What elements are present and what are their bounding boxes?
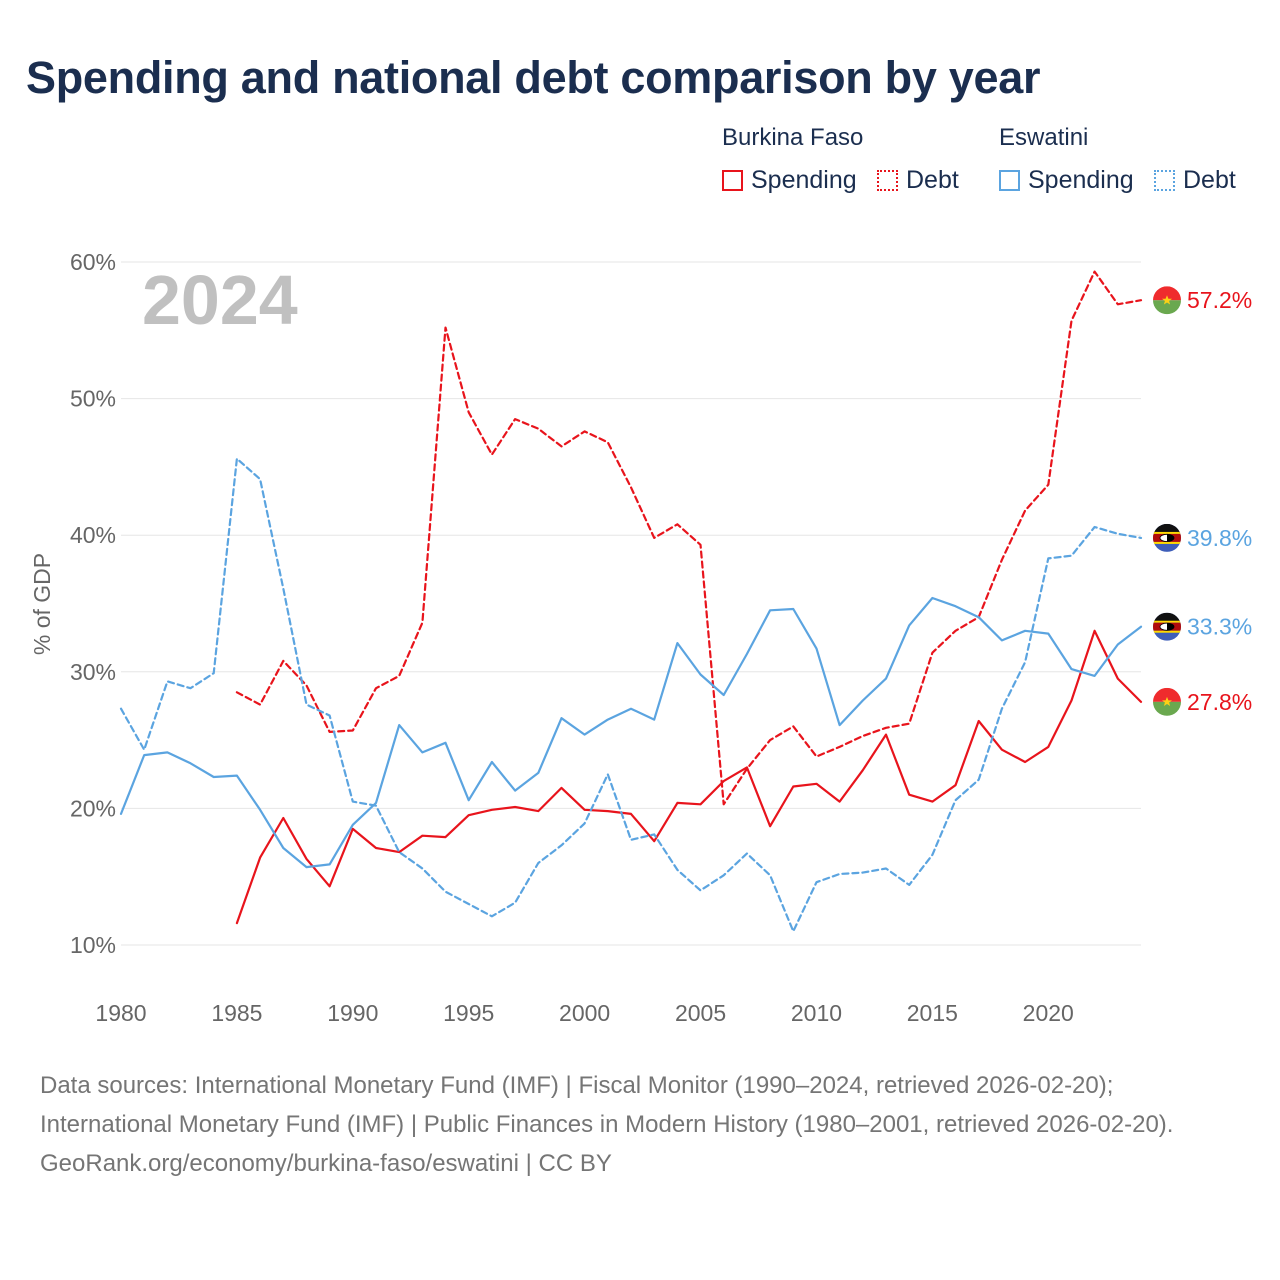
year-watermark: 2024 <box>142 261 298 339</box>
data-sources: Data sources: International Monetary Fun… <box>40 1072 1174 1138</box>
eswatini-flag-icon <box>1153 523 1181 552</box>
y-tick-label: 30% <box>70 659 116 685</box>
burkina-faso-flag-icon <box>1153 286 1181 315</box>
chart-title: Spending and national debt comparison by… <box>26 52 1041 103</box>
series-line-burkina-faso-spending[interactable] <box>235 629 1143 925</box>
x-tick-label: 1980 <box>95 1000 146 1026</box>
legend-item-eswatini-spending[interactable]: Spending <box>999 166 1134 195</box>
credit-link[interactable]: GeoRank.org/economy/burkina-faso/eswatin… <box>40 1150 612 1177</box>
series-lines <box>119 270 1143 933</box>
y-axis: 10% 20% 30% 40% 50% 60% <box>70 249 116 958</box>
series-line-eswatini-debt[interactable] <box>119 457 1143 933</box>
footer: Data sources: International Monetary Fun… <box>40 1066 1240 1183</box>
end-value-label: 27.8% <box>1187 689 1252 715</box>
y-tick-label: 50% <box>70 386 116 412</box>
x-tick-label: 2005 <box>675 1000 726 1026</box>
legend-label: Spending <box>751 166 857 194</box>
y-tick-label: 20% <box>70 795 116 821</box>
x-tick-label: 2015 <box>907 1000 958 1026</box>
x-tick-label: 1990 <box>327 1000 378 1026</box>
burkina-faso-flag-icon <box>1153 687 1181 716</box>
legend-label: Debt <box>906 166 959 194</box>
line-chart: 2024 10% 20% 30% 40% 50% 60% 1980 1985 1990 1995… <box>29 249 1252 1026</box>
x-tick-label: 2020 <box>1023 1000 1074 1026</box>
end-markers: 27.8% 57.2% 33.3% 39.8% <box>1153 286 1252 716</box>
end-value-label: 33.3% <box>1187 614 1252 640</box>
legend-group-burkina-faso: Burkina Faso <box>722 124 864 151</box>
grid-lines <box>121 261 1141 946</box>
y-tick-label: 10% <box>70 932 116 958</box>
legend-swatch-solid-icon <box>722 170 743 191</box>
legend-label: Spending <box>1028 166 1134 194</box>
x-tick-label: 2000 <box>559 1000 610 1026</box>
y-tick-label: 60% <box>70 249 116 275</box>
end-value-label: 57.2% <box>1187 287 1252 313</box>
legend-item-burkina-faso-spending[interactable]: Spending <box>722 166 857 195</box>
eswatini-flag-icon <box>1153 612 1181 641</box>
series-line-eswatini-spending[interactable] <box>119 596 1143 869</box>
x-axis: 1980 1985 1990 1995 2000 2005 2010 2015 2020 <box>95 1000 1073 1026</box>
legend-item-burkina-faso-debt[interactable]: Debt <box>877 166 959 195</box>
legend-group-eswatini: Eswatini <box>999 124 1089 151</box>
x-tick-label: 1995 <box>443 1000 494 1026</box>
legend-item-eswatini-debt[interactable]: Debt <box>1154 166 1236 195</box>
end-value-label: 39.8% <box>1187 525 1252 551</box>
legend-swatch-dotted-icon <box>1154 170 1175 191</box>
x-tick-label: 2010 <box>791 1000 842 1026</box>
legend-swatch-solid-icon <box>999 170 1020 191</box>
x-tick-label: 1985 <box>211 1000 262 1026</box>
y-axis-label: % of GDP <box>29 553 55 655</box>
series-line-burkina-faso-debt[interactable] <box>235 270 1143 806</box>
legend-swatch-dotted-icon <box>877 170 898 191</box>
legend-label: Debt <box>1183 166 1236 194</box>
y-tick-label: 40% <box>70 522 116 548</box>
